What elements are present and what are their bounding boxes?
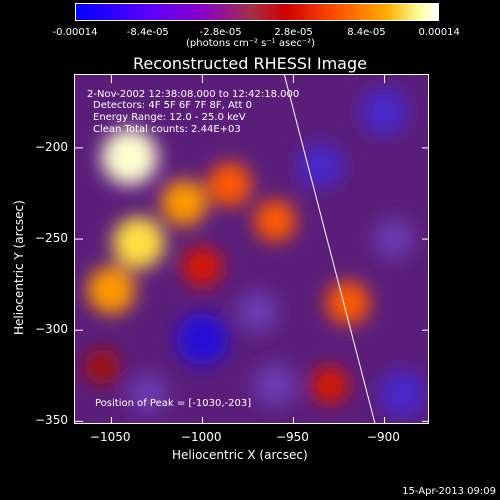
colorbar-unit: (photons cm⁻² s⁻¹ asec⁻²) <box>186 38 316 49</box>
bright-source <box>310 365 349 404</box>
dim-source <box>236 291 279 333</box>
timestamp: 15-Apr-2013 09:09 <box>402 486 496 497</box>
solar-limb-line <box>283 75 376 423</box>
x-tick-label: −900 <box>366 430 400 444</box>
bright-source <box>254 199 297 242</box>
bright-source <box>101 129 158 185</box>
bright-source <box>161 179 208 226</box>
dim-source <box>127 374 168 414</box>
y-tick-label: −350 <box>35 413 68 428</box>
x-axis-label: Heliocentric X (arcsec) <box>172 448 308 462</box>
annotation-peak: Position of Peak = [-1030,-203] <box>95 398 252 409</box>
colorbar-tick-label: 8.4e-05 <box>347 27 386 38</box>
dim-source <box>176 313 229 366</box>
y-axis-label: Heliocentric Y (arcsec) <box>12 200 26 335</box>
y-tick-label: −200 <box>35 139 68 154</box>
annotation-detectors: Detectors: 4F 5F 6F 7F 8F, Att 0 <box>93 100 253 111</box>
colorbar-tick-label: -0.00014 <box>52 27 98 38</box>
dim-source <box>297 143 344 190</box>
dim-source <box>360 87 409 136</box>
bright-source <box>326 280 371 325</box>
colorbar-tick-label: 0.00014 <box>418 27 460 38</box>
dim-source <box>378 370 427 418</box>
heatmap-image <box>75 75 428 423</box>
annotation-clean: Clean Total counts: 2.44E+03 <box>93 124 241 135</box>
tick-marks <box>75 75 428 423</box>
y-tick-label: −300 <box>35 322 68 337</box>
bright-source <box>87 266 136 315</box>
y-tick-label: −250 <box>35 231 68 246</box>
x-tick-label: −1000 <box>180 430 222 444</box>
dim-source <box>373 219 414 260</box>
x-tick-label: −1050 <box>89 430 131 444</box>
bright-source <box>112 216 165 269</box>
colorbar-tick-label: -8.4e-05 <box>126 27 169 38</box>
bright-source <box>84 348 121 385</box>
colorbar-tick-label: -2.8e-05 <box>199 27 242 38</box>
annotation-energy: Energy Range: 12.0 - 25.0 keV <box>93 112 246 123</box>
chart-title: Reconstructed RHESSI Image <box>133 54 367 73</box>
bright-source <box>207 162 252 207</box>
bright-source <box>182 246 223 287</box>
annotation-time: 2-Nov-2002 12:38:08.000 to 12:42:18.000 <box>87 89 300 100</box>
colorbar <box>75 3 439 21</box>
colorbar-tick-label: 2.8e-05 <box>274 27 313 38</box>
dim-source <box>253 362 298 407</box>
plot-area: 2-Nov-2002 12:38:08.000 to 12:42:18.000 … <box>74 74 429 424</box>
x-tick-label: −950 <box>275 430 309 444</box>
